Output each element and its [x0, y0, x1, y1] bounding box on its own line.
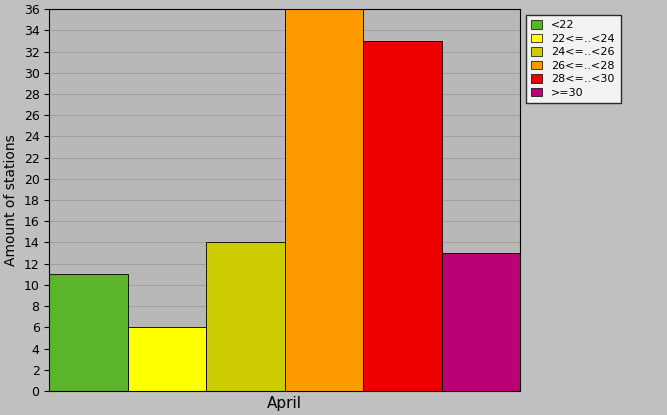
Bar — [442, 253, 520, 391]
Bar — [285, 9, 364, 391]
Bar — [49, 274, 128, 391]
Y-axis label: Amount of stations: Amount of stations — [4, 134, 18, 266]
Bar — [364, 41, 442, 391]
Legend: <22, 22<=..<24, 24<=..<26, 26<=..<28, 28<=..<30, >=30: <22, 22<=..<24, 24<=..<26, 26<=..<28, 28… — [526, 15, 620, 103]
Bar — [128, 327, 206, 391]
Bar — [206, 242, 285, 391]
